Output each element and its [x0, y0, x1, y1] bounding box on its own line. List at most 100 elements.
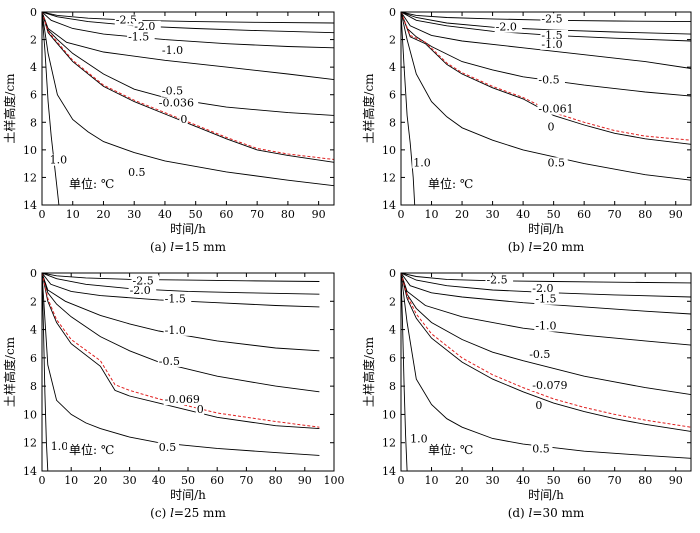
caption-value: =25 mm [174, 506, 227, 520]
y-tick-label: 4 [389, 324, 396, 337]
x-tick-label: 10 [64, 474, 78, 487]
curve-label: 0 [548, 121, 555, 134]
x-tick-label: 50 [547, 474, 561, 487]
y-tick-label: 10 [382, 144, 396, 157]
curve-label: 0 [535, 399, 542, 412]
x-tick-label: 40 [158, 208, 172, 221]
caption-prefix: (a) [150, 240, 170, 254]
y-tick-label: 10 [382, 408, 396, 421]
panel-caption: (a) l=15 mm [150, 240, 227, 254]
y-tick-label: 6 [30, 352, 37, 365]
figure: 0 10 20 30 40 50 60 70 80 90 0 2 4 6 8 10 12 14 时间/h 土样高度/c… [0, 0, 700, 529]
y-tick-label: 10 [23, 408, 37, 421]
x-tick-label: 70 [250, 208, 264, 221]
series-line--1.5 [42, 12, 334, 48]
series-line--2.5 [42, 273, 319, 282]
curve-label: -1.5 [128, 30, 149, 43]
chart-panel-2: 0 10 20 30 40 50 60 70 80 90 100 0 2 4 6 8 10 12 14 时间/h 土样高… [2, 267, 345, 520]
x-axis-label: 时间/h [170, 222, 206, 236]
x-tick-label: 40 [516, 208, 530, 221]
x-tick-label: 50 [189, 208, 203, 221]
unit-label: 单位: ℃ [69, 442, 114, 457]
x-tick-label: 70 [239, 474, 253, 487]
x-axis-label: 时间/h [170, 488, 206, 502]
x-tick-label: 60 [577, 208, 591, 221]
y-tick-label: 6 [389, 352, 396, 365]
x-tick-label: 10 [66, 208, 80, 221]
x-tick-label: 0 [39, 474, 46, 487]
unit-label: 单位: ℃ [428, 442, 473, 457]
curve-label: 0 [180, 113, 187, 126]
curve-label: -2.0 [130, 284, 151, 297]
y-tick-label: 8 [389, 116, 396, 129]
curve-label: 1.0 [51, 440, 68, 453]
x-tick-label: 0 [398, 474, 405, 487]
series-line--2.0 [42, 273, 319, 294]
x-tick-label: 30 [127, 208, 141, 221]
y-tick-label: 4 [30, 324, 37, 337]
unit-label: 单位: ℃ [428, 176, 473, 191]
caption-value: =20 mm [532, 240, 585, 254]
x-tick-label: 100 [324, 474, 345, 487]
y-tick-label: 6 [389, 89, 396, 102]
y-tick-label: 12 [382, 437, 396, 450]
x-tick-label: 10 [425, 208, 439, 221]
panel-caption: (d) l=30 mm [508, 506, 585, 520]
y-tick-label: 0 [30, 267, 37, 280]
caption-prefix: (c) [150, 506, 170, 520]
x-tick-label: 20 [96, 208, 110, 221]
y-axis-label: 土样高度/cm [361, 73, 376, 144]
chart-panel-1: 0 10 20 30 40 50 60 70 80 9002468101214时间/h土样高度/c… [361, 6, 691, 254]
y-tick-label: 12 [23, 437, 37, 450]
curve-label: 0 [197, 403, 204, 416]
curve-label: -0.5 [529, 348, 550, 361]
x-tick-label: 30 [486, 208, 500, 221]
curve-label: -0.5 [159, 355, 180, 368]
x-tick-label: 80 [638, 208, 652, 221]
y-tick-label: 14 [382, 199, 396, 212]
y-tick-label: 8 [389, 380, 396, 393]
curve-label: -2.5 [541, 12, 562, 25]
y-axis-label: 土样高度/cm [2, 336, 17, 407]
curve-label: -1.5 [165, 293, 186, 306]
curve-label: -0.036 [159, 96, 194, 109]
x-tick-label: 40 [516, 474, 530, 487]
y-tick-label: 4 [389, 61, 396, 74]
x-tick-label: 10 [425, 474, 439, 487]
y-tick-label: 14 [23, 465, 37, 478]
y-tick-label: 8 [30, 380, 37, 393]
y-tick-label: 2 [389, 295, 396, 308]
y-tick-label: 8 [30, 116, 37, 129]
caption-value: =15 mm [174, 240, 227, 254]
x-tick-label: 20 [455, 474, 469, 487]
curve-label: 1.0 [413, 156, 431, 169]
curve-label: -0.061 [538, 103, 573, 116]
series-line-1.0 [42, 273, 48, 471]
x-tick-label: 80 [269, 474, 283, 487]
x-tick-label: 60 [210, 474, 224, 487]
x-tick-label: 60 [577, 474, 591, 487]
x-tick-label: 50 [181, 474, 195, 487]
x-tick-label: 30 [486, 474, 500, 487]
curve-label: 1.0 [50, 154, 68, 167]
y-tick-label: 6 [30, 89, 37, 102]
chart-panel-0: 0 10 20 30 40 50 60 70 80 9002468101214时间/h土样高度/c… [2, 6, 334, 254]
curve-label: -0.079 [532, 379, 567, 392]
x-axis-label: 时间/h [528, 488, 564, 502]
y-tick-label: 0 [30, 6, 37, 19]
y-tick-label: 14 [382, 465, 396, 478]
y-tick-label: 0 [389, 267, 396, 280]
curve-label: 0.5 [532, 443, 550, 456]
curve-label: 0.5 [159, 441, 177, 454]
x-tick-label: 90 [669, 208, 683, 221]
curve-label: -0.5 [538, 74, 559, 87]
y-tick-label: 2 [30, 34, 37, 47]
y-tick-label: 14 [23, 199, 37, 212]
x-tick-label: 30 [123, 474, 137, 487]
curve-label: -0.069 [165, 393, 200, 406]
panel-caption: (c) l=25 mm [150, 506, 226, 520]
curve-label: -1.0 [162, 44, 183, 57]
y-axis-label: 土样高度/cm [2, 73, 17, 144]
y-tick-label: 12 [23, 171, 37, 184]
caption-prefix: (d) [508, 506, 529, 520]
